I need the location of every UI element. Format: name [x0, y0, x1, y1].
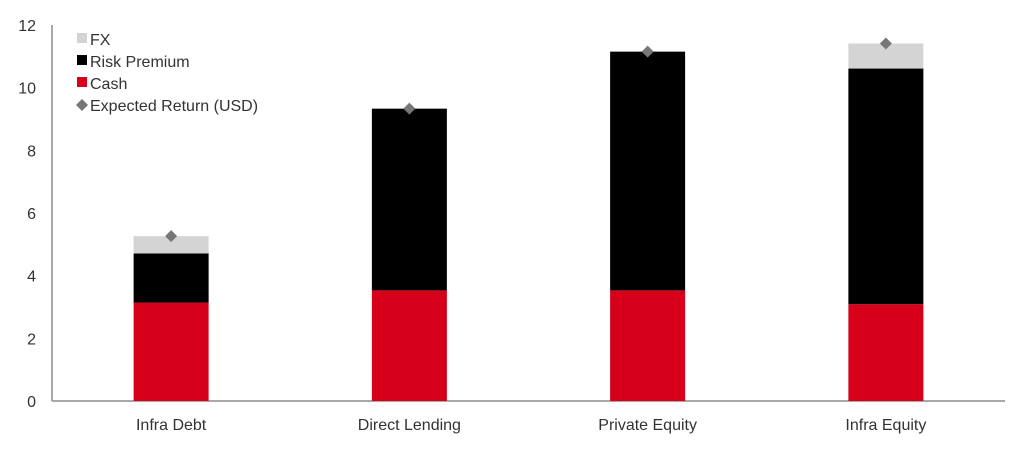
- y-tick-label: 10: [18, 81, 36, 98]
- bar-cash: [610, 290, 686, 401]
- x-tick-label: Direct Lending: [358, 417, 461, 434]
- legend-label: FX: [90, 32, 111, 49]
- y-tick-label: 4: [27, 269, 36, 286]
- x-tick-label: Infra Debt: [136, 417, 207, 434]
- x-tick-label: Infra Equity: [845, 417, 926, 434]
- y-tick-label: 0: [27, 394, 36, 411]
- x-tick-label: Private Equity: [598, 417, 697, 434]
- legend-swatch: [77, 55, 87, 65]
- y-tick-label: 12: [18, 18, 36, 35]
- bar-cash: [133, 302, 209, 401]
- legend-diamond-icon: [76, 99, 88, 111]
- bar-cash: [371, 290, 447, 401]
- legend-label: Risk Premium: [90, 54, 190, 71]
- legend-swatch: [77, 33, 87, 43]
- bar-cash: [848, 304, 924, 401]
- legend-label: Expected Return (USD): [90, 98, 258, 115]
- legend-label: Cash: [90, 76, 127, 93]
- bar-risk-premium: [610, 51, 686, 291]
- expected-return-marker: [641, 45, 654, 58]
- legend-swatch: [77, 77, 87, 87]
- bar-risk-premium: [371, 108, 447, 291]
- expected-return-marker: [403, 102, 416, 115]
- y-tick-label: 8: [27, 143, 36, 160]
- expected-return-marker: [879, 37, 892, 50]
- y-tick-label: 6: [27, 206, 36, 223]
- bar-fx: [133, 236, 209, 254]
- expected-return-marker: [165, 230, 178, 243]
- y-tick-label: 2: [27, 331, 36, 348]
- bar-risk-premium: [133, 253, 209, 303]
- bar-risk-premium: [848, 68, 924, 305]
